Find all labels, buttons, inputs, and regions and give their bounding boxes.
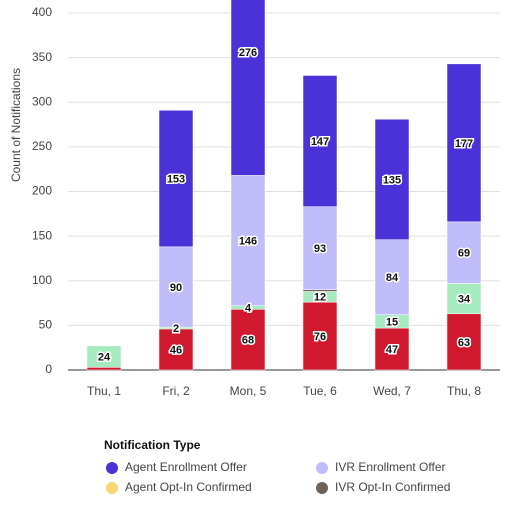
y-tick-label: 250 bbox=[32, 139, 52, 153]
legend-label: Agent Opt-In Confirmed bbox=[125, 480, 252, 494]
data-label: 146 bbox=[239, 235, 257, 247]
x-tick-label: Mon, 5 bbox=[230, 384, 267, 398]
data-label: 15 bbox=[386, 316, 398, 328]
x-tick-label: Wed, 7 bbox=[373, 384, 411, 398]
x-tick-label: Tue, 6 bbox=[303, 384, 337, 398]
legend-swatch bbox=[316, 482, 328, 494]
y-tick-label: 150 bbox=[32, 228, 52, 242]
data-label: 84 bbox=[386, 272, 399, 284]
data-label: 2 bbox=[173, 323, 179, 335]
legend-swatch bbox=[106, 482, 118, 494]
bar-segment bbox=[374, 118, 410, 240]
data-label: 63 bbox=[458, 337, 470, 349]
y-tick-label: 200 bbox=[32, 184, 52, 198]
bar-segment bbox=[302, 75, 338, 207]
x-tick-label: Fri, 2 bbox=[162, 384, 190, 398]
bar-segment bbox=[446, 283, 482, 315]
data-label: 93 bbox=[314, 243, 326, 255]
legend-swatch bbox=[316, 462, 328, 474]
data-label: 135 bbox=[383, 174, 401, 186]
y-tick-label: 350 bbox=[32, 50, 52, 64]
data-label: 46 bbox=[170, 344, 182, 356]
x-tick-label: Thu, 8 bbox=[447, 384, 481, 398]
y-tick-label: 300 bbox=[32, 94, 52, 108]
data-label: 90 bbox=[170, 282, 182, 294]
bar-segment bbox=[446, 313, 482, 371]
y-axis-title: Count of Notifications bbox=[9, 68, 23, 182]
y-tick-label: 0 bbox=[45, 362, 52, 376]
legend-label: IVR Opt-In Confirmed bbox=[335, 480, 450, 494]
bar-segment bbox=[374, 327, 410, 371]
data-label: 47 bbox=[386, 344, 398, 356]
data-label: 24 bbox=[98, 352, 111, 364]
data-label: 68 bbox=[242, 335, 254, 347]
bar-segment bbox=[446, 63, 482, 223]
data-label: 34 bbox=[458, 294, 471, 306]
data-label: 69 bbox=[458, 248, 470, 260]
legend-title: Notification Type bbox=[104, 438, 201, 452]
data-label: 276 bbox=[239, 47, 257, 59]
y-tick-label: 50 bbox=[39, 318, 53, 332]
bar-segment bbox=[302, 301, 338, 371]
data-label: 153 bbox=[167, 173, 185, 185]
bar-segment bbox=[158, 110, 194, 248]
data-label: 12 bbox=[314, 292, 326, 304]
legend-label: Agent Enrollment Offer bbox=[125, 460, 247, 474]
bar-segment bbox=[230, 0, 266, 176]
data-label: 4 bbox=[245, 302, 252, 314]
legend-label: IVR Enrollment Offer bbox=[335, 460, 445, 474]
data-label: 76 bbox=[314, 331, 326, 343]
bar-segment bbox=[86, 367, 122, 371]
bar-segment bbox=[302, 206, 338, 290]
y-tick-label: 100 bbox=[32, 273, 52, 287]
bar-segment bbox=[86, 345, 122, 368]
bar-segment bbox=[158, 328, 194, 371]
bar-segment bbox=[374, 239, 410, 315]
data-label: 147 bbox=[311, 136, 329, 148]
legend-swatch bbox=[106, 462, 118, 474]
data-label: 177 bbox=[455, 138, 473, 150]
bar-segment bbox=[446, 221, 482, 284]
x-tick-label: Thu, 1 bbox=[87, 384, 121, 398]
y-tick-label: 400 bbox=[32, 5, 52, 19]
